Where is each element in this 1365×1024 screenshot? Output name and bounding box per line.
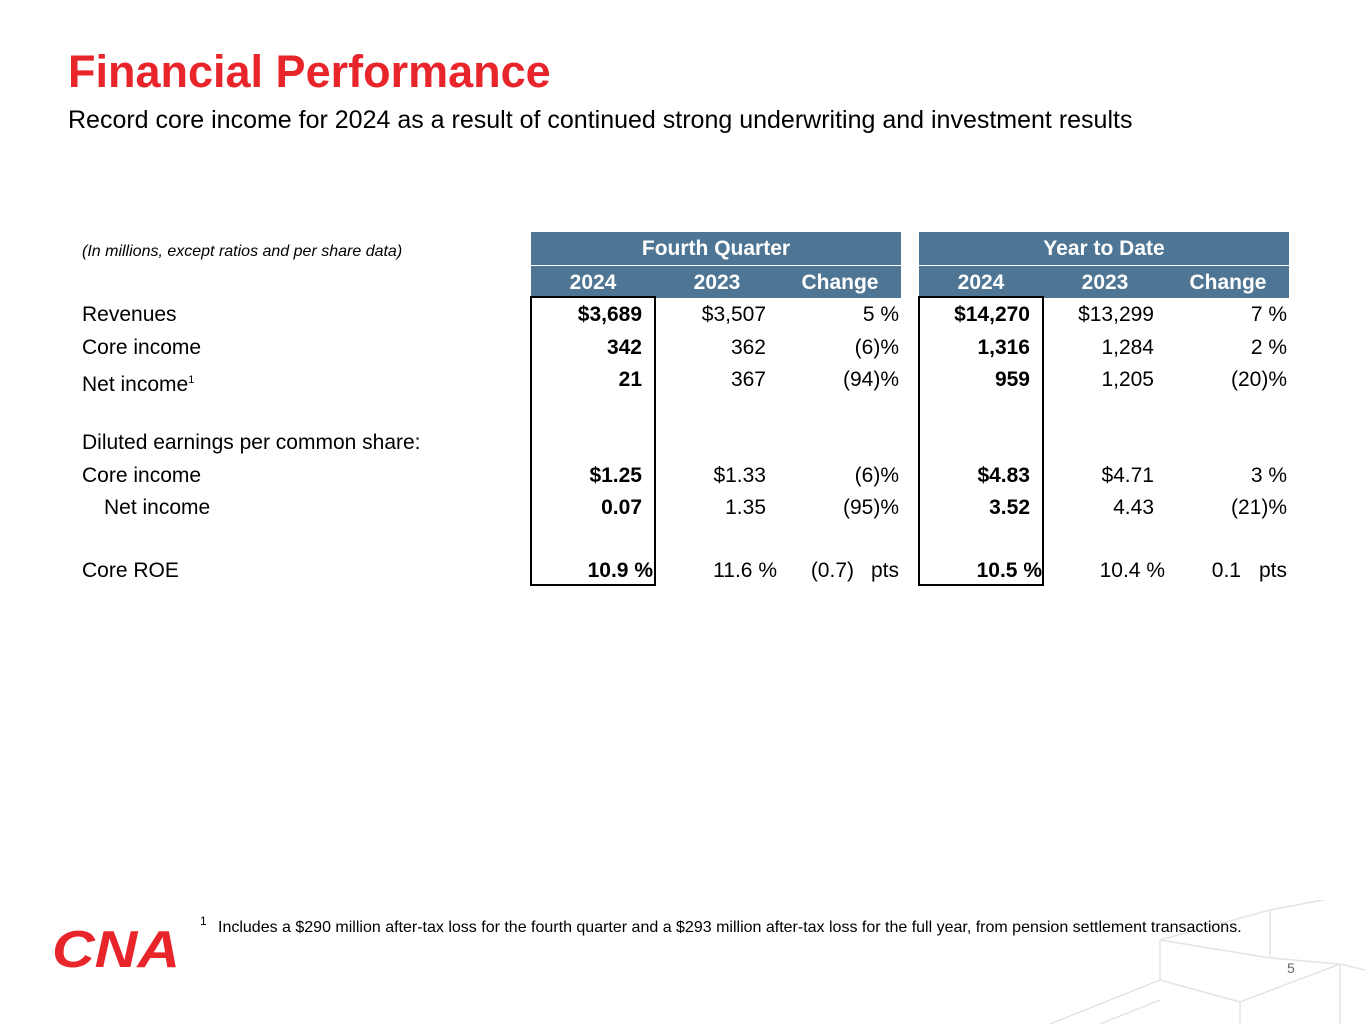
column-header-bar-fq [531, 266, 901, 298]
cell-core-income-ytd-change: 2 % [1250, 336, 1287, 359]
cell-net-income-fq-change: (94)% [842, 368, 899, 391]
group-header-fourth-quarter: Fourth Quarter [531, 232, 901, 265]
row-label-revenues: Revenues [82, 303, 177, 326]
cell-eps-net-income-ytd-2023: 4.43 [1113, 496, 1154, 519]
unit-note: (In millions, except ratios and per shar… [82, 243, 403, 260]
cell-revenues-fq-2023: $3,507 [701, 303, 766, 326]
row-label-core-income: Core income [82, 336, 202, 359]
cell-core-income-fq-2023: 362 [730, 336, 766, 359]
cell-core-roe-fq-change-unit: pts [870, 559, 899, 582]
cell-revenues-ytd-2024: $14,270 [954, 303, 1030, 326]
row-label-core-roe: Core ROE [82, 559, 179, 582]
net-income-label-text: Net income [82, 373, 189, 396]
cell-core-roe-fq-2023: 11.6 % [713, 559, 777, 582]
cell-revenues-fq-2024: $3,689 [577, 303, 642, 326]
cell-core-income-fq-2024: 342 [606, 336, 642, 359]
cell-net-income-ytd-2023: 1,205 [1101, 368, 1154, 391]
highlight-box-ytd-2024 [918, 296, 1044, 586]
cell-eps-core-income-fq-2023: $1.33 [713, 464, 766, 487]
cell-net-income-ytd-2024: 959 [994, 368, 1030, 391]
cell-eps-net-income-ytd-2024: 3.52 [989, 496, 1030, 519]
cell-core-roe-ytd-change: 0.1 [1211, 559, 1241, 582]
cell-core-roe-ytd-change-unit: pts [1258, 559, 1287, 582]
cell-revenues-ytd-2023: $13,299 [1078, 303, 1154, 326]
cell-eps-core-income-ytd-2024: $4.83 [977, 464, 1030, 487]
cna-logo: CNA [52, 925, 180, 971]
column-header-ytd-change: Change [1189, 271, 1267, 294]
group-header-year-to-date: Year to Date [919, 232, 1289, 265]
cell-revenues-fq-change: 5 % [862, 303, 899, 326]
column-header-fq-2024: 2024 [569, 271, 617, 294]
page-number: 5 [1287, 960, 1295, 976]
column-header-fq-2023: 2023 [693, 271, 741, 294]
cell-core-roe-fq-change: (0.7) [810, 559, 854, 582]
cell-eps-net-income-ytd-change: (21)% [1230, 496, 1287, 519]
column-header-bar-ytd [919, 266, 1289, 298]
cell-core-income-fq-change: (6)% [854, 336, 899, 359]
cell-core-roe-ytd-2023: 10.4 % [1099, 559, 1165, 582]
cell-net-income-ytd-change: (20)% [1230, 368, 1287, 391]
cell-eps-net-income-fq-2024: 0.07 [601, 496, 642, 519]
cell-eps-core-income-fq-2024: $1.25 [589, 464, 642, 487]
cna-logo-text: CNA [52, 925, 180, 971]
cell-core-roe-fq-2024: 10.9 % [587, 559, 653, 582]
cell-core-income-ytd-2024: 1,316 [977, 336, 1030, 359]
footnote-text: Includes a $290 million after-tax loss f… [218, 919, 1242, 936]
cell-revenues-ytd-change: 7 % [1250, 303, 1287, 326]
page-title: Financial Performance [68, 46, 551, 97]
row-label-net-income: Net income1 [82, 365, 194, 400]
footnote-number: 1 [200, 914, 207, 928]
column-header-fq-change: Change [801, 271, 879, 294]
column-header-ytd-2023: 2023 [1081, 271, 1129, 294]
cell-eps-core-income-ytd-2023: $4.71 [1101, 464, 1154, 487]
cell-core-roe-ytd-2024: 10.5 % [976, 559, 1042, 582]
row-label-eps-core-income: Core income [82, 464, 202, 487]
cell-core-income-ytd-2023: 1,284 [1101, 336, 1154, 359]
cell-net-income-fq-2023: 367 [730, 368, 766, 391]
cell-eps-net-income-fq-2023: 1.35 [725, 496, 766, 519]
row-label-eps-net-income: Net income [104, 496, 211, 519]
cell-eps-core-income-fq-change: (6)% [854, 464, 899, 487]
decorative-grid-pattern [1049, 900, 1365, 1024]
page-subtitle: Record core income for 2024 as a result … [68, 106, 1133, 134]
highlight-box-fq-2024 [530, 296, 656, 586]
row-label-diluted-eps: Diluted earnings per common share: [82, 431, 421, 454]
column-header-ytd-2024: 2024 [957, 271, 1005, 294]
cell-eps-net-income-fq-change: (95)% [842, 496, 899, 519]
cell-net-income-fq-2024: 21 [618, 368, 642, 391]
footnote-ref: 1 [188, 374, 195, 386]
cell-eps-core-income-ytd-change: 3 % [1250, 464, 1287, 487]
